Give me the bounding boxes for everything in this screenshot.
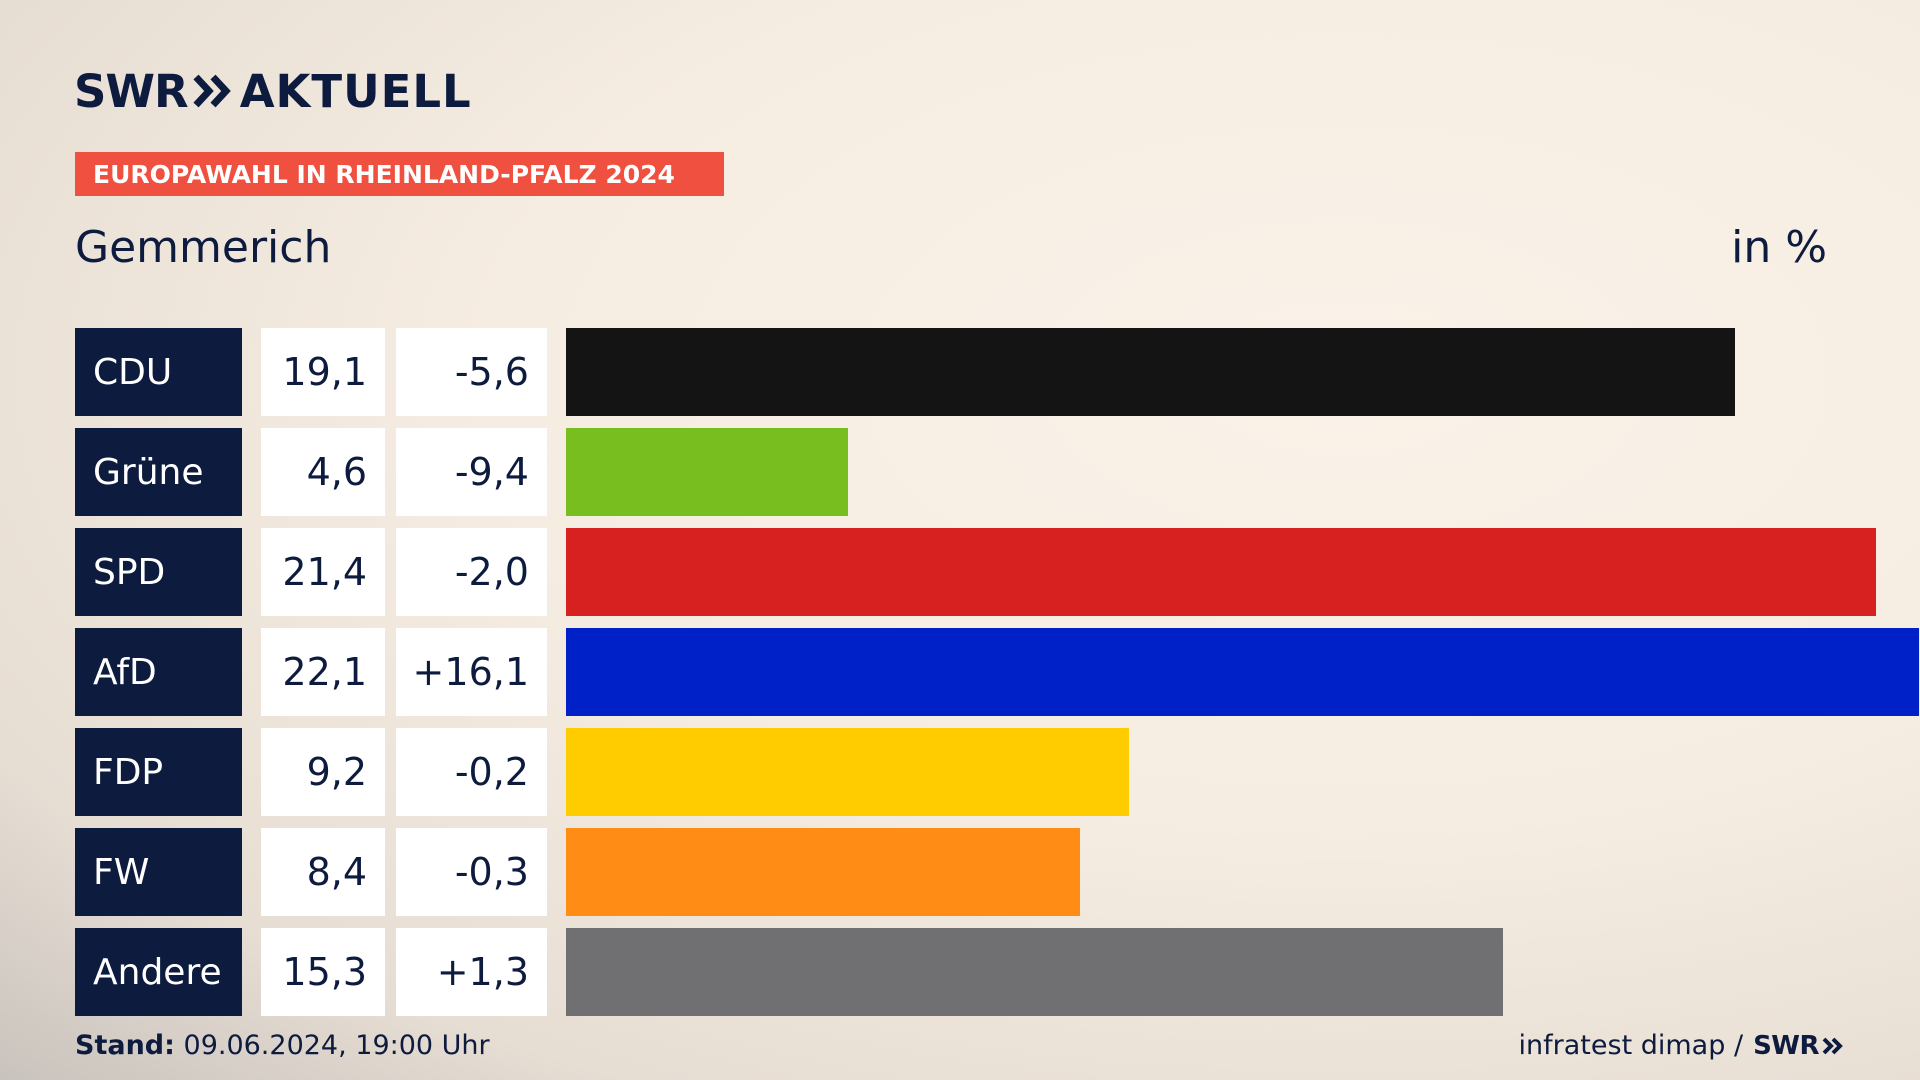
election-badge: EUROPAWAHL IN RHEINLAND-PFALZ 2024 bbox=[75, 152, 724, 196]
value-label: 4,6 bbox=[261, 428, 385, 516]
source-brand: SWR bbox=[1753, 1030, 1819, 1061]
party-label: FW bbox=[75, 828, 242, 916]
source-line: infratest dimap / SWR bbox=[1519, 1030, 1844, 1061]
value-label: 19,1 bbox=[261, 328, 385, 416]
stand-value: 09.06.2024, 19:00 Uhr bbox=[183, 1030, 490, 1061]
diff-label: -9,4 bbox=[396, 428, 547, 516]
source-text: infratest dimap / bbox=[1518, 1030, 1744, 1061]
value-label: 8,4 bbox=[261, 828, 385, 916]
stand-label: Stand: bbox=[75, 1030, 175, 1061]
diff-label: -2,0 bbox=[396, 528, 547, 616]
value-label: 15,3 bbox=[261, 928, 385, 1016]
party-label: FDP bbox=[75, 728, 242, 816]
bar bbox=[566, 528, 1876, 616]
double-chevron-icon bbox=[193, 74, 231, 108]
bar bbox=[566, 728, 1129, 816]
value-label: 22,1 bbox=[261, 628, 385, 716]
logo-product: AKTUELL bbox=[239, 64, 472, 118]
bar bbox=[566, 928, 1503, 1016]
diff-label: +16,1 bbox=[396, 628, 547, 716]
bar bbox=[566, 628, 1919, 716]
stand-line: Stand: 09.06.2024, 19:00 Uhr bbox=[75, 1030, 490, 1061]
bar bbox=[566, 828, 1080, 916]
party-label: CDU bbox=[75, 328, 242, 416]
diff-label: -0,2 bbox=[396, 728, 547, 816]
unit-label: in % bbox=[1731, 222, 1827, 273]
bar bbox=[566, 328, 1735, 416]
value-label: 21,4 bbox=[261, 528, 385, 616]
party-label: Grüne bbox=[75, 428, 242, 516]
bar bbox=[566, 428, 848, 516]
value-label: 9,2 bbox=[261, 728, 385, 816]
diff-label: +1,3 bbox=[396, 928, 547, 1016]
party-label: Andere bbox=[75, 928, 242, 1016]
party-label: SPD bbox=[75, 528, 242, 616]
swr-aktuell-logo: SWR AKTUELL bbox=[74, 66, 472, 116]
logo-brand: SWR bbox=[74, 64, 189, 118]
diff-label: -5,6 bbox=[396, 328, 547, 416]
party-label: AfD bbox=[75, 628, 242, 716]
diff-label: -0,3 bbox=[396, 828, 547, 916]
place-title: Gemmerich bbox=[75, 222, 332, 273]
double-chevron-icon bbox=[1822, 1037, 1843, 1054]
